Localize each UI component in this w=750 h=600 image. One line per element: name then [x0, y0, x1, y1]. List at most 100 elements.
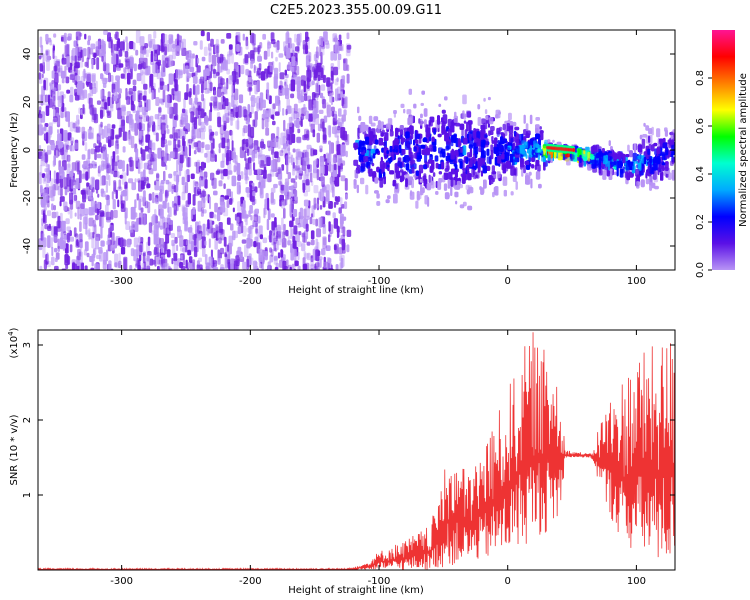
- spectrogram-cell: [55, 145, 59, 158]
- spectrogram-cell: [379, 177, 384, 188]
- spectrogram-cell: [411, 166, 415, 174]
- spectrogram-cell: [237, 174, 241, 181]
- spectrogram-cell: [206, 32, 210, 42]
- spectrogram-cell: [326, 184, 330, 192]
- spectrogram-cell: [270, 213, 275, 218]
- spectrogram-cell: [233, 260, 238, 270]
- spectrogram-cell: [327, 153, 331, 164]
- spectrogram-cell: [92, 222, 97, 233]
- spectrogram-cell: [296, 136, 301, 143]
- spectrogram-cell: [111, 124, 116, 129]
- spectrogram-cell: [200, 130, 205, 140]
- spectrogram-cell: [268, 108, 272, 118]
- spectrogram-cell: [184, 182, 189, 194]
- spectrogram-cell: [205, 144, 210, 151]
- spectrogram-cell: [632, 165, 636, 174]
- spectrogram-cell: [172, 48, 176, 60]
- spectrogram-cell: [199, 40, 203, 50]
- spectrogram-cell: [197, 200, 202, 212]
- spectrogram-cell: [320, 51, 323, 65]
- spectrogram-cell: [59, 238, 62, 247]
- spectrogram-cell: [408, 169, 413, 174]
- spectrogram-cell: [84, 241, 89, 252]
- spectrogram-cell: [157, 265, 160, 270]
- spectrogram-cell: [242, 261, 247, 270]
- spectrogram-cell: [123, 238, 126, 247]
- spectrogram-cell: [253, 260, 257, 270]
- spectrogram-cell: [345, 193, 348, 200]
- spectrogram-cell: [346, 244, 350, 253]
- spectrogram-cell: [313, 160, 318, 174]
- spectrogram-cell: [307, 38, 310, 50]
- spectrogram-cell: [296, 37, 299, 46]
- spectrogram-cell: [148, 193, 152, 201]
- spectrogram-cell: [206, 150, 210, 163]
- spectrogram-cell: [66, 89, 71, 94]
- spectrogram-cell: [321, 248, 326, 256]
- spectrogram-cell: [368, 168, 373, 177]
- spectrogram-cell: [302, 134, 307, 141]
- spectrogram-cell: [459, 161, 463, 169]
- spectrogram-cell: [444, 168, 449, 172]
- spectrogram-cell: [429, 166, 434, 173]
- spectrogram-cell: [161, 41, 165, 52]
- spectrogram-cell: [410, 159, 416, 165]
- spectrogram-cell: [281, 238, 287, 248]
- spectrogram-cell: [284, 84, 289, 96]
- spectrogram-cell: [160, 246, 164, 253]
- spectrogram-cell: [315, 249, 320, 262]
- spectrogram-cell: [50, 178, 54, 187]
- spectrogram-cell: [400, 137, 406, 143]
- spectrogram-cell: [633, 143, 637, 153]
- spectrogram-cell: [70, 177, 75, 189]
- spectrogram-cell: [192, 259, 196, 270]
- spectrogram-cell: [338, 238, 342, 244]
- spectrogram-cell: [65, 218, 70, 225]
- spectrogram-cell: [57, 245, 60, 252]
- spectrogram-cell: [381, 147, 385, 153]
- spectrogram-cell: [167, 140, 172, 146]
- spectrogram-cell: [111, 43, 115, 56]
- spectrogram-cell: [529, 114, 533, 125]
- spectrogram-cell: [232, 207, 235, 213]
- spectrogram-cell: [303, 106, 307, 113]
- spectrogram-cell: [87, 149, 91, 160]
- spectrogram-cell: [143, 176, 149, 182]
- spectrogram-cell: [238, 94, 244, 104]
- spectrogram-cell: [130, 206, 136, 220]
- spectrogram-cell: [115, 189, 118, 199]
- spectrogram-cell: [70, 55, 74, 67]
- spectrogram-cell: [103, 252, 107, 265]
- spectrogram-cell: [250, 126, 255, 139]
- spectrogram-cell: [267, 42, 272, 49]
- spectrogram-cell: [305, 205, 311, 218]
- spectrogram-cell: [338, 207, 342, 214]
- spectrogram-cell: [151, 38, 156, 45]
- spectrogram-cell: [344, 140, 349, 145]
- spectrogram-cell: [184, 244, 188, 253]
- spectrogram-cell: [174, 78, 178, 92]
- spectrogram-cell: [358, 115, 362, 121]
- spectrogram-cell: [337, 53, 342, 60]
- spectrogram-cell: [164, 152, 167, 164]
- spectrogram-cell: [75, 31, 81, 41]
- spectrogram-cell: [543, 162, 546, 171]
- spectrogram-cell: [308, 113, 313, 122]
- spectrogram-cell: [159, 225, 163, 230]
- spectrogram-cell: [182, 117, 187, 125]
- spectrogram-cell: [173, 115, 178, 120]
- spectrogram-cell: [223, 82, 228, 95]
- spectrogram-cell: [192, 207, 196, 215]
- spectrogram-cell: [506, 123, 510, 132]
- spectrogram-cell: [61, 54, 64, 61]
- spectrogram-cell: [645, 171, 650, 176]
- spectrogram-cell: [147, 140, 152, 153]
- spectrogram-cell: [185, 259, 188, 269]
- spectrogram-cell: [156, 252, 160, 265]
- spectrogram-cell: [365, 160, 369, 168]
- spectrogram-cell: [613, 171, 617, 176]
- spectrogram-cell: [340, 43, 344, 52]
- spectrogram-cell: [284, 69, 287, 76]
- spectrogram-cell: [248, 226, 252, 235]
- spectrogram-cell: [482, 165, 487, 174]
